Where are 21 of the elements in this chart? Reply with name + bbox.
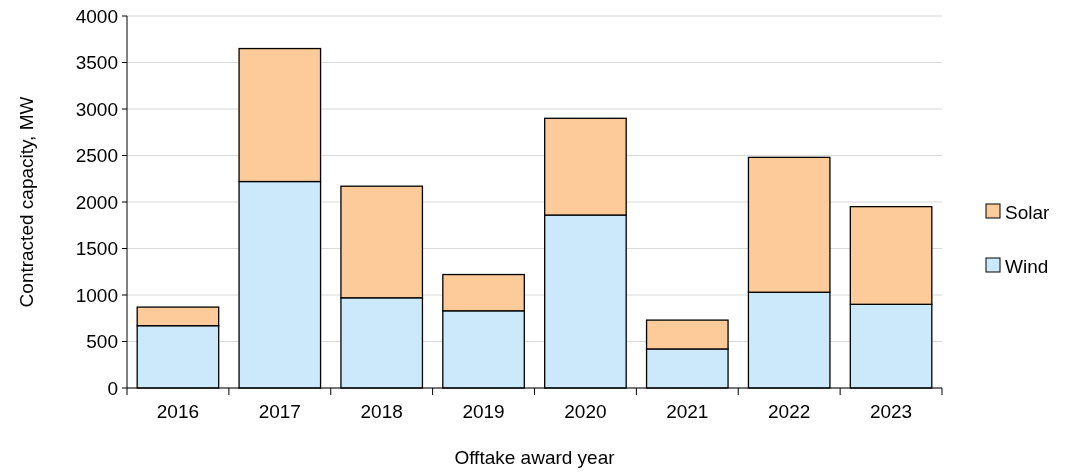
y-axis-title: Contracted capacity, MW <box>16 96 37 308</box>
x-tick-label: 2017 <box>258 401 301 422</box>
y-tick-label: 1000 <box>75 284 118 306</box>
y-tick-label: 3000 <box>75 98 118 120</box>
y-tick-label: 0 <box>107 377 118 399</box>
x-tick-label: 2023 <box>869 401 913 422</box>
y-tick-label: 500 <box>86 331 118 353</box>
y-tick-label: 1500 <box>75 238 118 260</box>
x-tick-label: 2018 <box>360 401 403 422</box>
x-tick-label: 2022 <box>768 401 811 422</box>
y-tick-label: 2000 <box>75 191 118 213</box>
legend-label: Wind <box>1005 255 1049 277</box>
x-tick-label: 2019 <box>462 401 505 422</box>
x-tick-label: 2020 <box>564 401 607 422</box>
x-tick-label: 2021 <box>666 401 709 422</box>
y-tick-label: 4000 <box>75 5 118 27</box>
y-tick-label: 2500 <box>75 145 118 167</box>
x-tick-label: 2016 <box>156 401 200 422</box>
x-axis-title: Offtake award year <box>454 447 616 468</box>
y-tick-label: 3500 <box>75 52 118 74</box>
legend-label: Solar <box>1005 201 1051 223</box>
